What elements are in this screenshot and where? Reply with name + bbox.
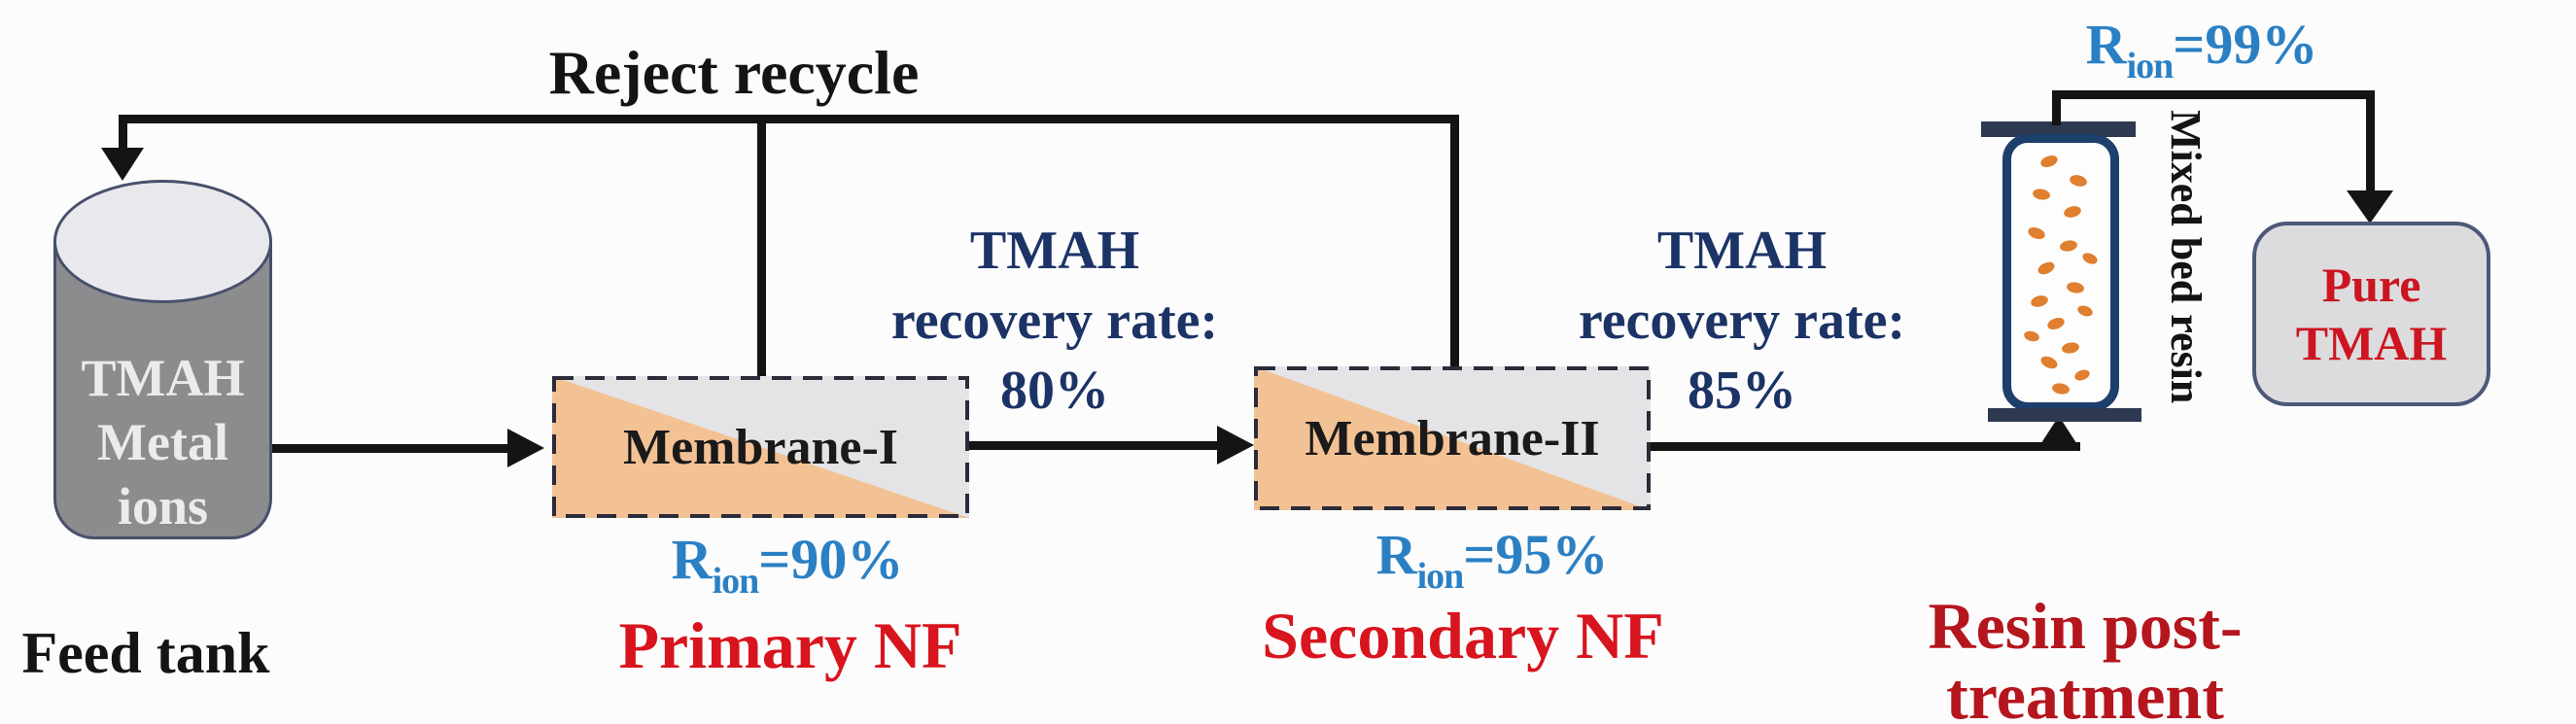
arrowhead-into-membrane-2 (1217, 426, 1254, 465)
stream-2-line3: 85% (1688, 361, 1796, 421)
membrane-2-graphic (1254, 366, 1651, 510)
resin-beads (2024, 155, 2098, 395)
rion-value: =95% (1463, 523, 1609, 586)
stream-1-line3: 80% (1000, 361, 1109, 421)
membrane-2-box: Membrane-II (1254, 366, 1651, 510)
resin-post-treatment-caption: Resin post-treatment (1928, 589, 2243, 724)
stream-1-line1: TMAH (969, 221, 1140, 281)
feed-tank-caption: Feed tank (21, 621, 270, 685)
reject-recycle-drop-to-membrane-2 (1450, 115, 1459, 369)
resin-ion-rejection: Rion=99% (2007, 8, 2396, 103)
stream-2-recovery-text: TMAH recovery rate: 85% (1499, 216, 1985, 426)
rion-symbol: R (671, 528, 713, 591)
membrane-1-ion-rejection: Rion=90% (593, 523, 982, 618)
stream-2-line2: recovery rate: (1578, 291, 1906, 351)
arrowhead-into-product-box (2347, 190, 2393, 224)
reject-recycle-label: Reject recycle (548, 38, 920, 107)
membrane-1-box: Membrane-I (552, 376, 969, 518)
rion-symbol: R (2085, 13, 2127, 76)
membrane-1-graphic (552, 376, 969, 518)
product-line-up (2052, 90, 2061, 125)
feed-tank-line3: ions (117, 477, 209, 535)
stream-1-line2: recovery rate: (890, 291, 1219, 351)
membrane-2-label: Membrane-II (1305, 410, 1600, 466)
rion-value: =99% (2173, 13, 2318, 76)
resin-column-bottom-cap (1988, 408, 2141, 422)
reject-recycle-line-horizontal (119, 115, 1458, 123)
secondary-nf-caption: Secondary NF (1262, 599, 1664, 672)
permeate-line-1 (969, 441, 1217, 450)
stream-2-line1: TMAH (1656, 221, 1828, 281)
rion-symbol: R (1375, 523, 1417, 586)
resin-column-top-cap (1981, 121, 2136, 137)
arrowhead-into-membrane-1 (507, 429, 544, 467)
rion-value: =90% (758, 528, 904, 591)
arrowhead-into-feed-tank (101, 148, 144, 181)
stream-1-recovery-text: TMAH recovery rate: 80% (812, 216, 1298, 426)
feed-tank-line2: Metal (97, 413, 228, 471)
feed-tank-line1: TMAH (81, 349, 245, 407)
resin-column-tube (2002, 134, 2119, 411)
product-line1: Pure (2321, 258, 2421, 312)
feed-line (272, 444, 509, 453)
product-line-horizontal (2052, 90, 2375, 99)
feed-tank-top (53, 180, 272, 303)
membrane-1-label: Membrane-I (622, 419, 899, 475)
reject-recycle-drop-to-tank (119, 115, 127, 150)
rion-subscript: ion (1416, 556, 1465, 597)
permeate-line-2 (1651, 442, 2080, 451)
rion-subscript: ion (2126, 46, 2175, 86)
reject-recycle-drop-to-membrane-1 (757, 115, 766, 379)
primary-nf-caption: Primary NF (618, 608, 962, 682)
membrane-2-ion-rejection: Rion=95% (1298, 518, 1687, 613)
feed-tank-contents: TMAH Metal ions (53, 346, 272, 538)
product-box: Pure TMAH (2252, 222, 2490, 406)
product-line-down (2366, 90, 2375, 191)
product-line2: TMAH (2295, 316, 2448, 370)
resin-column-label: Mixed bed resin (2162, 110, 2210, 404)
rion-subscript: ion (712, 561, 760, 602)
